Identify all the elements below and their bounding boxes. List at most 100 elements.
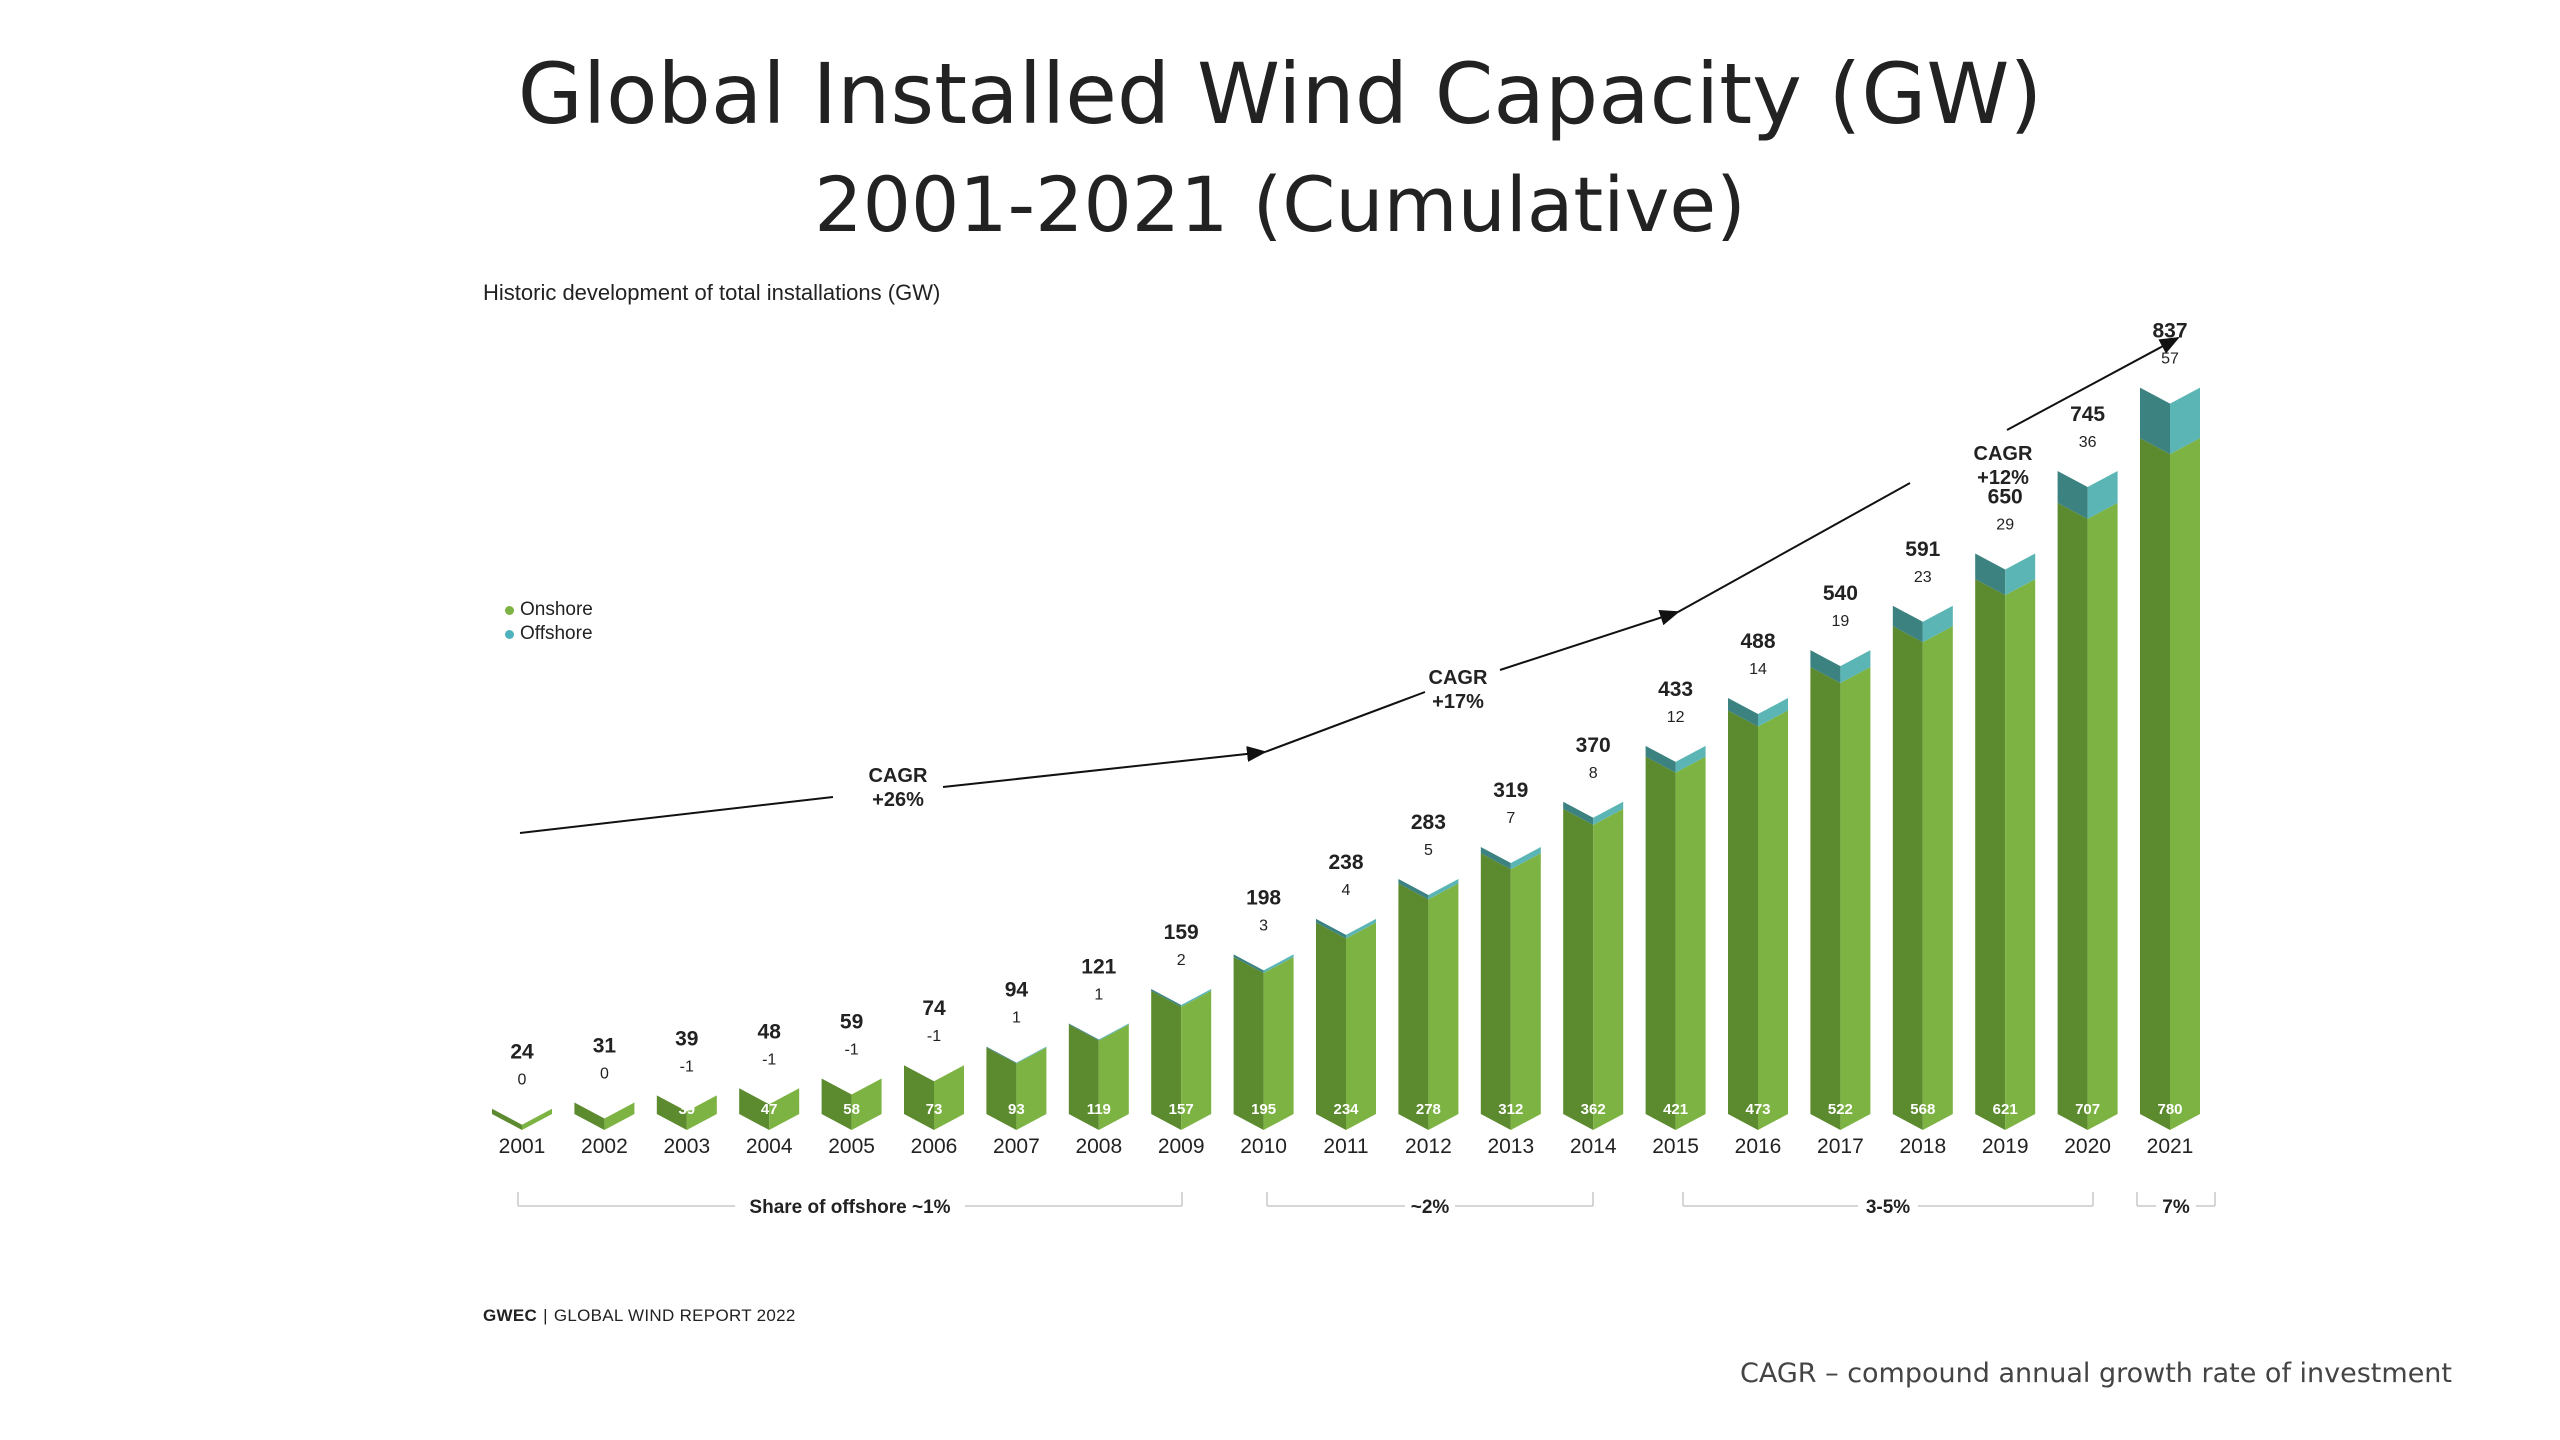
cagr-label-1: CAGR	[869, 765, 928, 787]
bar-onshore-right-2012	[1428, 883, 1459, 1130]
onshore-value-label-2017: 522	[1828, 1101, 1853, 1118]
bar-offshore-left-2009	[1151, 988, 1182, 1007]
onshore-value-label-2011: 234	[1333, 1101, 1359, 1118]
total-value-label-2017: 540	[1823, 582, 1858, 605]
bar-offshore-right-2012	[1428, 878, 1459, 900]
total-value-label-2016: 488	[1740, 630, 1775, 653]
x-tick-label-2013: 2013	[1487, 1135, 1534, 1158]
source-separator: |	[543, 1306, 548, 1325]
x-tick-label-2014: 2014	[1570, 1135, 1617, 1158]
onshore-value-label-2003: 39	[678, 1101, 695, 1118]
bar-onshore-left-2010	[1233, 957, 1264, 1130]
bar-onshore-left-2002	[574, 1102, 605, 1130]
total-value-label-2002: 31	[593, 1035, 617, 1058]
bar-onshore-left-2012	[1398, 883, 1429, 1130]
x-tick-label-2015: 2015	[1652, 1135, 1699, 1158]
bar-onshore-right-2010	[1263, 957, 1294, 1130]
bar-onshore-right-2019	[2005, 579, 2036, 1130]
total-value-label-2018: 591	[1905, 538, 1940, 561]
total-value-label-2004: 48	[758, 1020, 782, 1043]
bar-offshore-left-2011	[1316, 918, 1346, 939]
bar-onshore-left-2004	[739, 1088, 770, 1130]
offshore-share-label-4: 7%	[2162, 1197, 2190, 1218]
page-title: Global Installed Wind Capacity (GW)	[517, 45, 2043, 143]
x-tick-label-2012: 2012	[1405, 1135, 1452, 1158]
cagr-arrow-1b	[942, 745, 1267, 788]
bar-onshore-right-2006	[934, 1065, 964, 1130]
offshore-value-label-2017: 19	[1832, 613, 1850, 630]
offshore-value-label-2014: 8	[1589, 765, 1598, 782]
bar-offshore-left-2019	[1975, 553, 2006, 596]
bar-offshore-right-2007	[1016, 1046, 1047, 1064]
onshore-value-label-2014: 362	[1581, 1101, 1606, 1118]
legend-label-offshore: Offshore	[520, 623, 593, 644]
x-tick-label-2001: 2001	[499, 1135, 546, 1158]
bar-offshore-left-2018	[1892, 605, 1923, 643]
x-tick-label-2021: 2021	[2147, 1135, 2194, 1158]
cagr-value-1: +26%	[872, 789, 924, 811]
bar-offshore-left-2010	[1233, 954, 1264, 974]
bar-onshore-left-2013	[1480, 853, 1511, 1130]
offshore-value-label-2002: 0	[600, 1066, 609, 1083]
offshore-dot-icon	[505, 629, 514, 639]
source-credit: GWEC | GLOBAL WIND REPORT 2022	[483, 1306, 796, 1326]
bar-offshore-right-2019	[2005, 553, 2036, 596]
cagr-arrow-2b	[1499, 609, 1680, 671]
bar-offshore-left-2020	[2057, 470, 2088, 519]
onshore-value-label-2012: 278	[1416, 1101, 1441, 1118]
bar-onshore-right-2016	[1758, 710, 1788, 1130]
bar-onshore-right-2009	[1181, 990, 1212, 1130]
bar-offshore-left-2015	[1645, 745, 1676, 773]
bar-offshore-right-2020	[2087, 470, 2118, 519]
x-tick-label-2020: 2020	[2064, 1135, 2111, 1158]
offshore-value-label-2006: -1	[927, 1028, 941, 1045]
bar-onshore-left-2016	[1728, 710, 1758, 1130]
bar-onshore-left-2015	[1645, 756, 1676, 1130]
bar-onshore-left-2020	[2057, 502, 2088, 1130]
total-value-label-2019: 650	[1988, 485, 2023, 508]
onshore-value-label-2006: 73	[926, 1101, 943, 1118]
offshore-value-label-2010: 3	[1259, 917, 1268, 934]
offshore-value-label-2019: 29	[1996, 516, 2014, 533]
total-value-label-2007: 94	[1005, 979, 1029, 1002]
offshore-value-label-2003: -1	[680, 1058, 694, 1075]
page-subtitle: 2001-2021 (Cumulative)	[814, 160, 1746, 249]
offshore-value-label-2021: 57	[2161, 351, 2179, 368]
total-value-label-2008: 121	[1081, 956, 1116, 979]
onshore-value-label-2018: 568	[1910, 1101, 1935, 1118]
bar-onshore-right-2004	[769, 1088, 800, 1130]
bar-onshore-left-2017	[1810, 666, 1841, 1130]
bar-onshore-right-2015	[1675, 756, 1706, 1130]
bar-offshore-right-2015	[1675, 745, 1706, 773]
bar-offshore-left-2013	[1480, 847, 1511, 870]
cagr-value-3: +12%	[1977, 467, 2029, 489]
bar-onshore-left-2011	[1316, 922, 1346, 1130]
onshore-value-label-2009: 157	[1169, 1101, 1194, 1118]
source-report: GLOBAL WIND REPORT 2022	[553, 1306, 796, 1325]
x-tick-label-2011: 2011	[1323, 1135, 1368, 1158]
bar-onshore-right-2003	[686, 1095, 717, 1130]
x-tick-label-2002: 2002	[581, 1135, 628, 1158]
bar-offshore-right-2011	[1346, 918, 1376, 939]
total-value-label-2010: 198	[1246, 886, 1281, 909]
bar-offshore-left-2008	[1068, 1023, 1099, 1041]
bar-offshore-right-2021	[2170, 387, 2200, 455]
bar-onshore-left-2003	[656, 1095, 687, 1130]
total-value-label-2014: 370	[1576, 734, 1611, 757]
total-value-label-2012: 283	[1411, 811, 1446, 834]
cagr-footnote: CAGR – compound annual growth rate of in…	[1740, 1358, 2453, 1389]
offshore-value-label-2018: 23	[1914, 569, 1932, 586]
bar-onshore-right-2011	[1346, 922, 1376, 1130]
bar-offshore-right-2014	[1593, 801, 1624, 825]
chart-legend: Onshore Offshore	[505, 598, 593, 646]
onshore-value-label-2002: 31	[596, 1101, 613, 1118]
onshore-value-label-2004: 47	[761, 1101, 778, 1118]
bar-onshore-left-2018	[1892, 626, 1923, 1130]
bar-onshore-left-2021	[2140, 438, 2170, 1130]
bar-onshore-right-2005	[851, 1078, 882, 1130]
bar-offshore-left-2007	[986, 1046, 1017, 1064]
bar-onshore-left-2009	[1151, 990, 1182, 1130]
offshore-value-label-2011: 4	[1342, 882, 1351, 899]
offshore-value-label-2016: 14	[1749, 661, 1767, 678]
